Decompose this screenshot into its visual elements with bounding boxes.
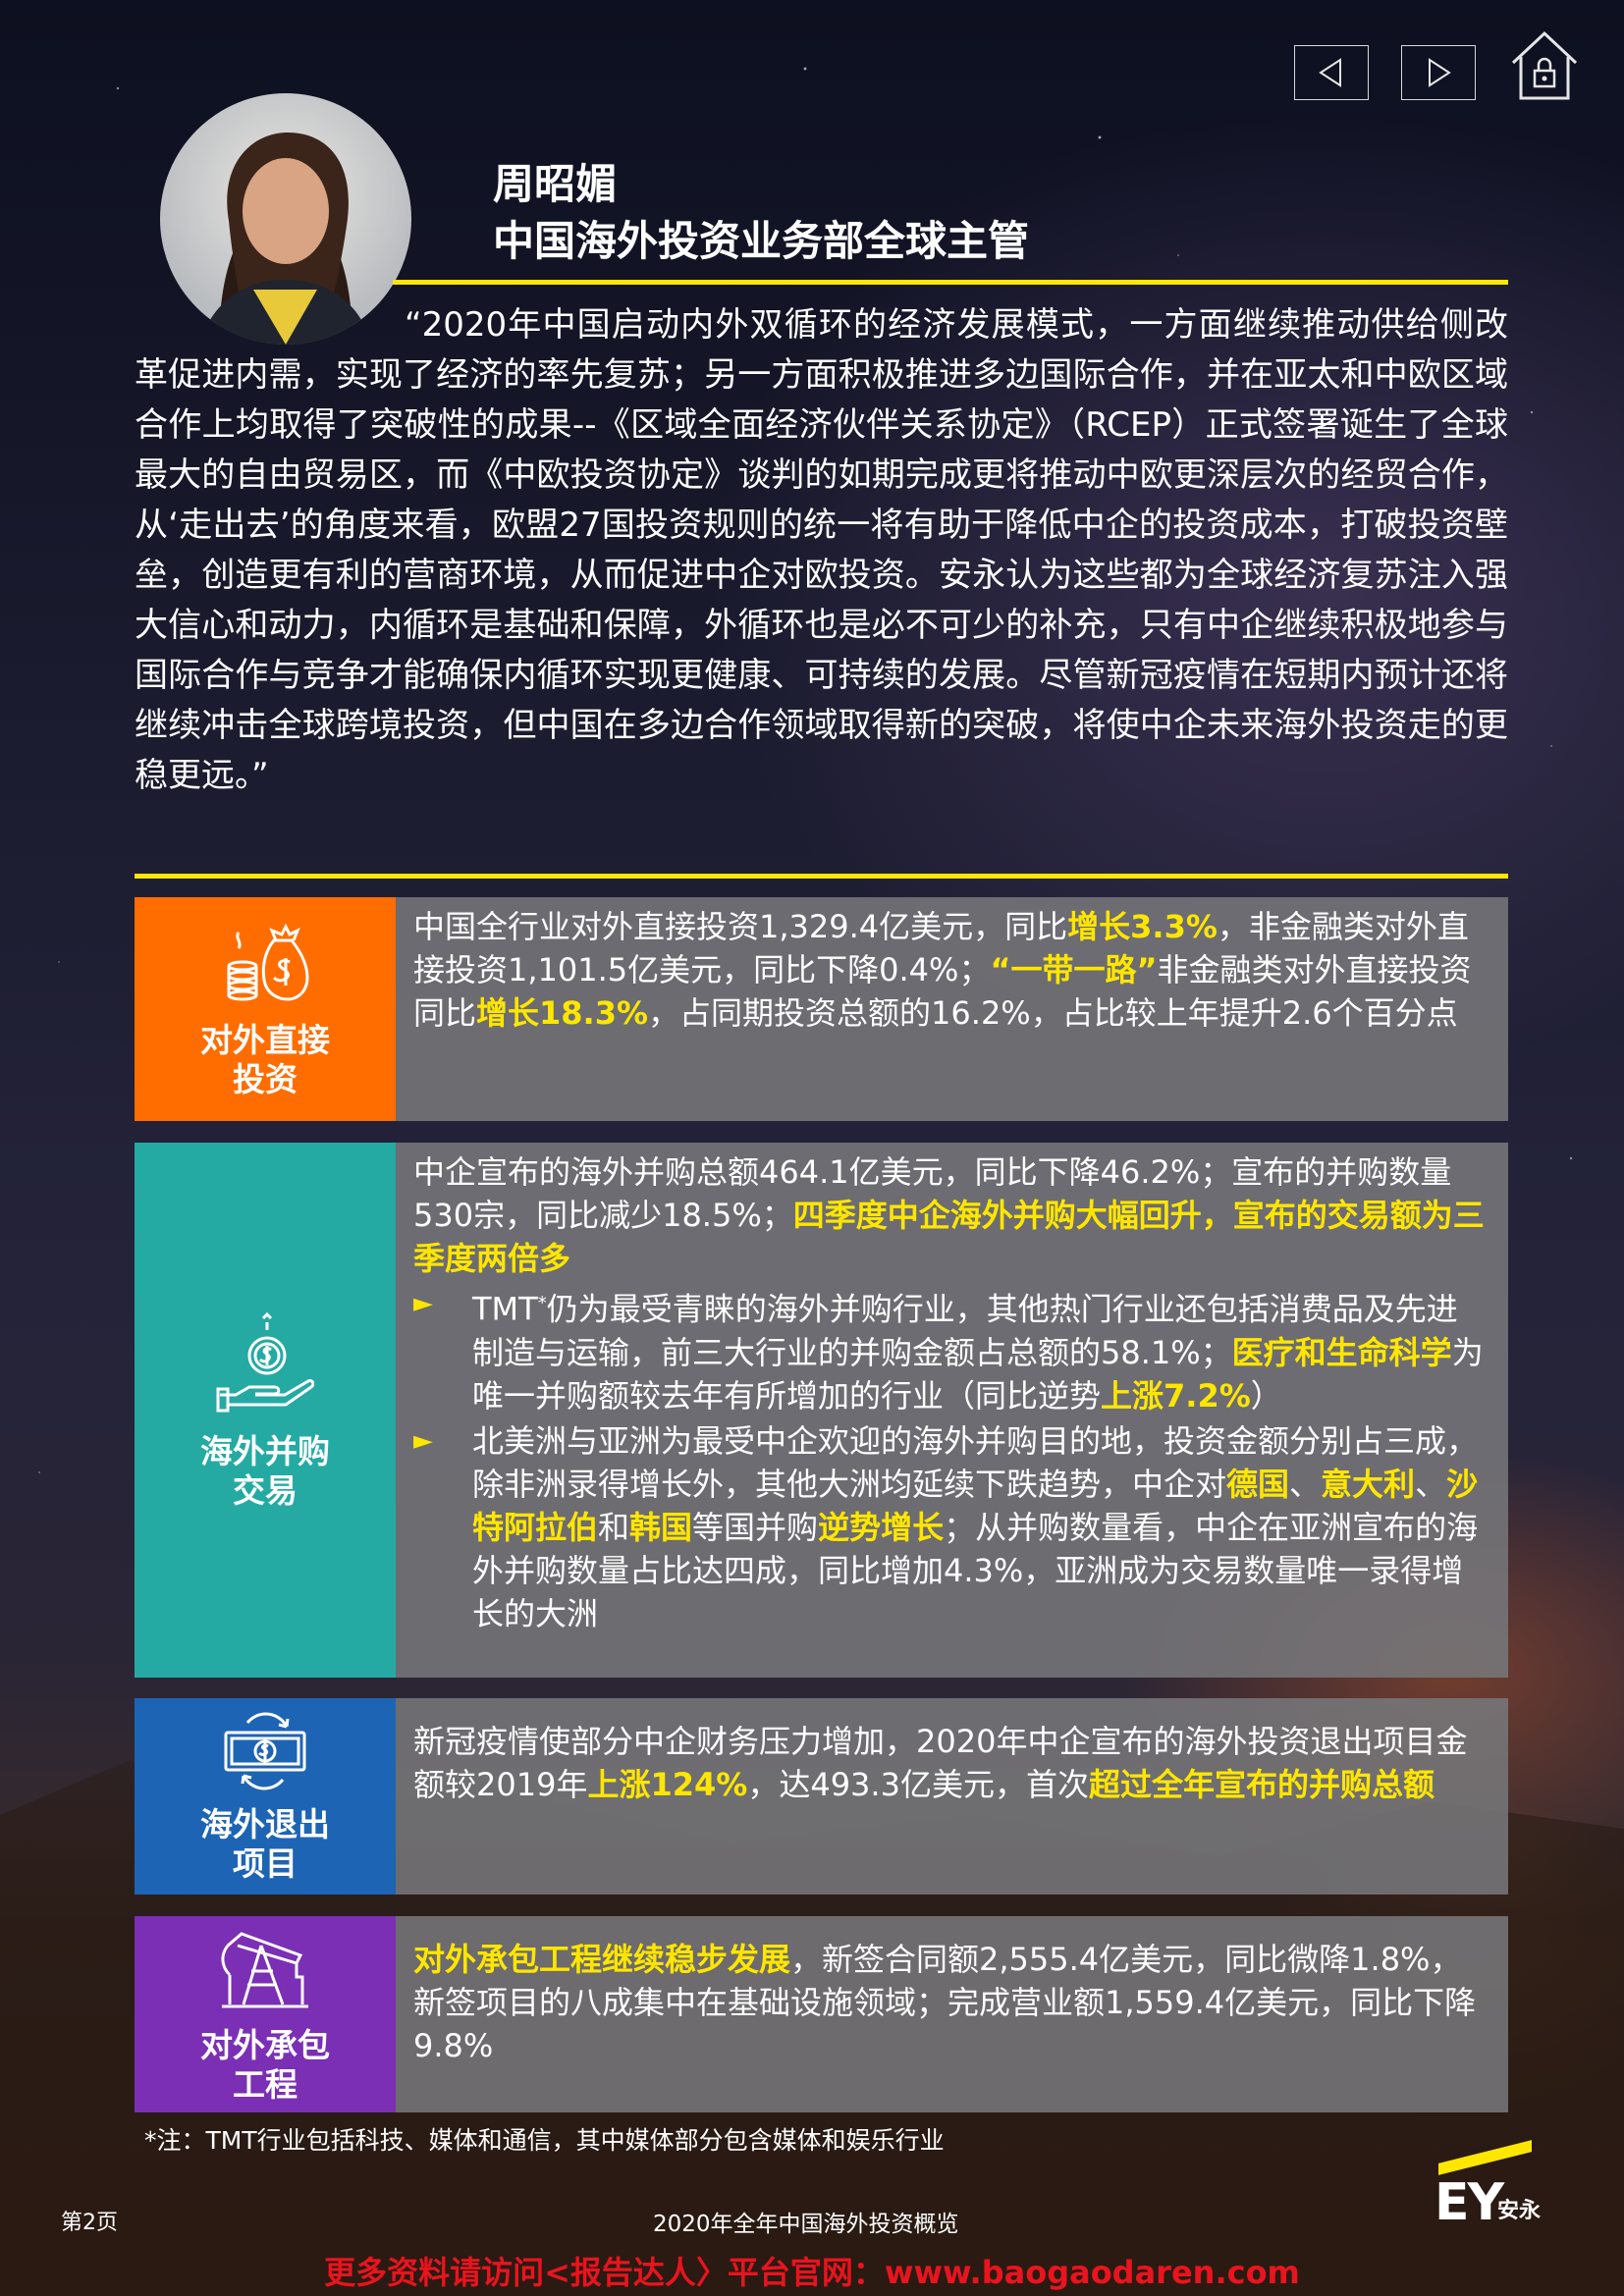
footnote-marker: * [537,1293,547,1313]
previous-page-button[interactable] [1294,45,1369,100]
divider-top [393,280,1508,285]
card-label-fdi: 对外直接投资 [200,1021,330,1098]
fdi-highlight-1: 增长3.3% [1067,908,1218,945]
ma-b2-highlight-growth: 逆势增长 [818,1508,945,1546]
exit-highlight-2: 超过全年宣布的并购总额 [1088,1766,1435,1803]
ey-logo-cn: 安永 [1497,2199,1542,2223]
bullet-text-2: 北美洲与亚洲为最受中企欢迎的海外并购目的地，投资金额分别占三成，除非洲录得增长外… [472,1419,1489,1635]
card-overseas-ma: 海外并购交易 中企宣布的海外并购总额464.1亿美元，同比下降46.2%；宣布的… [135,1143,1508,1678]
ma-highlight-1: 四季度中企海外并购大幅回升，宣布的交易额为三季度两倍多 [413,1197,1485,1277]
ma-summary: 中企宣布的海外并购总额464.1亿美元，同比下降46.2%；宣布的并购数量530… [413,1150,1489,1280]
ma-b2-highlight-saudi: 沙特阿拉伯 [472,1465,1479,1546]
back-arrow-icon [1319,58,1341,87]
exit-highlight-1: 上涨124% [587,1766,748,1803]
bullet-marker: ► [413,1425,433,1456]
card-side-fdi: 对外直接投资 [135,897,396,1121]
fdi-highlight-3: 增长18.3% [476,994,649,1032]
card-body-ma: 中企宣布的海外并购总额464.1亿美元，同比下降46.2%；宣布的并购数量530… [396,1143,1508,1678]
ma-b2-text-2: 等国并购 [692,1508,819,1546]
ey-logo: EY 安永 [1429,2140,1546,2238]
ma-text-1: 中企宣布的海外并购总额464.1亿美元，同比下降46.2%；宣布的并购数量530… [413,1153,1452,1234]
quote-text: “2020年中国启动内外双循环的经济发展模式，一方面继续推动供给侧改革促进内需，… [135,305,1508,795]
ma-b1-text-4: ） [1250,1376,1282,1415]
home-button[interactable] [1507,27,1582,104]
card-body-exit: 新冠疫情使部分中企财务压力增加，2020年中企宣布的海外投资退出项目金额较201… [396,1698,1508,1895]
card-label-epc: 对外承包工程 [200,2026,330,2104]
card-outbound-direct-investment: 对外直接投资 中国全行业对外直接投资1,329.4亿美元，同比增长3.3%，非金… [135,897,1508,1121]
epc-highlight-1: 对外承包工程继续稳步发展 [413,1941,791,1978]
ma-b1-text-1: TMT [472,1290,538,1328]
card-body-fdi: 中国全行业对外直接投资1,329.4亿美元，同比增长3.3%，非金融类对外直接投… [396,897,1508,1121]
ma-b2-highlight-germany: 德国 [1226,1465,1290,1503]
fdi-highlight-2: “一带一路” [990,951,1158,988]
portrait-photo [160,93,411,345]
person-silhouette-icon [199,133,372,345]
ma-b2-text-1: 北美洲与亚洲为最受中企欢迎的海外并购目的地，投资金额分别占三成，除非洲录得增长外… [472,1421,1479,1503]
ma-b2-highlight-korea: 韩国 [629,1508,693,1546]
ma-b2-sep-2: 、 [1415,1465,1447,1503]
ma-b2-text-3: ；从并购数量看，中企在亚洲宣布的海外并购数量占比达四成，同比增加4.3%，亚洲成… [472,1508,1479,1632]
footer-title: 2020年全年中国海外投资概览 [653,2212,959,2237]
ma-b2-sep-1: 、 [1289,1465,1322,1503]
card-side-epc: 对外承包工程 [135,1916,396,2112]
card-overseas-contracting: 对外承包工程 对外承包工程继续稳步发展，新签合同额2,555.4亿美元，同比微降… [135,1916,1508,2112]
ma-b1-text-2: 仍为最受青睐的海外并购行业，其他热门行业还包括消费品及先进制造与运输，前三大行业… [472,1290,1458,1371]
bullet-marker: ► [413,1289,433,1318]
footnote: *注：TMT行业包括科技、媒体和通信，其中媒体部分包含媒体和娱乐行业 [144,2126,945,2155]
fdi-text-1: 中国全行业对外直接投资1,329.4亿美元，同比 [413,908,1068,945]
forward-arrow-icon [1429,58,1451,87]
promo-link[interactable]: 更多资料请访问<报告达人〉平台官网：www.baogaodaren.com [324,2254,1300,2291]
bullet-text-1: TMT*仍为最受青睐的海外并购行业，其他热门行业还包括消费品及先进制造与运输，前… [472,1282,1489,1417]
ey-logo-text: EY [1435,2173,1504,2232]
card-label-ma: 海外并购交易 [200,1431,330,1510]
fdi-text-3: 非金融类对外直接投资同比 [413,951,1472,1032]
oil-pump-icon [221,1932,308,2008]
fdi-text-4: ，占同期投资总额的16.2%，占比较上年提升2.6个百分点 [648,994,1458,1032]
card-side-ma: 海外并购交易 [135,1143,396,1678]
home-lock-icon [1511,30,1578,100]
person-title: 中国海外投资业务部全球主管 [493,217,1030,265]
card-label-exit: 海外退出项目 [200,1805,330,1883]
page-number: 第2页 [61,2211,118,2235]
ma-b1-highlight-2: 上涨7.2% [1101,1376,1251,1415]
card-side-exit: 海外退出项目 [135,1698,396,1895]
epc-text-1: ，新签合同额2,555.4亿美元，同比微降1.8%，新签项目的八成集中在基础设施… [413,1941,1477,2064]
list-item: ► 北美洲与亚洲为最受中企欢迎的海外并购目的地，投资金额分别占三成，除非洲录得增… [413,1419,1489,1635]
hand-coin-icon [216,1311,314,1412]
exit-text-1: 新冠疫情使部分中企财务压力增加，2020年中企宣布的海外投资退出项目金额较201… [413,1723,1468,1803]
fdi-text-2: ，非金融类对外直接投资1,101.5亿美元，同比下降0.4%； [413,908,1469,988]
banknote-exchange-icon [224,1712,306,1790]
ma-b2-sep-3: 和 [598,1508,630,1546]
ma-b1-highlight-1: 医疗和生命科学 [1231,1333,1452,1371]
ey-logo-bar [1438,2140,1532,2175]
ma-b2-highlight-italy: 意大利 [1321,1465,1416,1503]
next-page-button[interactable] [1401,45,1476,100]
ma-b1-text-3: 为唯一并购额较去年有所增加的行业（同比逆势 [472,1333,1484,1415]
exit-text-2: ，达493.3亿美元，首次 [747,1766,1089,1803]
person-name: 周昭媚 [493,160,618,208]
card-body-epc: 对外承包工程继续稳步发展，新签合同额2,555.4亿美元，同比微降1.8%，新签… [396,1916,1508,2112]
money-bag-coins-icon [227,923,309,1001]
list-item: ► TMT*仍为最受青睐的海外并购行业，其他热门行业还包括消费品及先进制造与运输… [413,1282,1489,1417]
divider-bottom [135,874,1508,879]
card-overseas-exit: 海外退出项目 新冠疫情使部分中企财务压力增加，2020年中企宣布的海外投资退出项… [135,1698,1508,1895]
